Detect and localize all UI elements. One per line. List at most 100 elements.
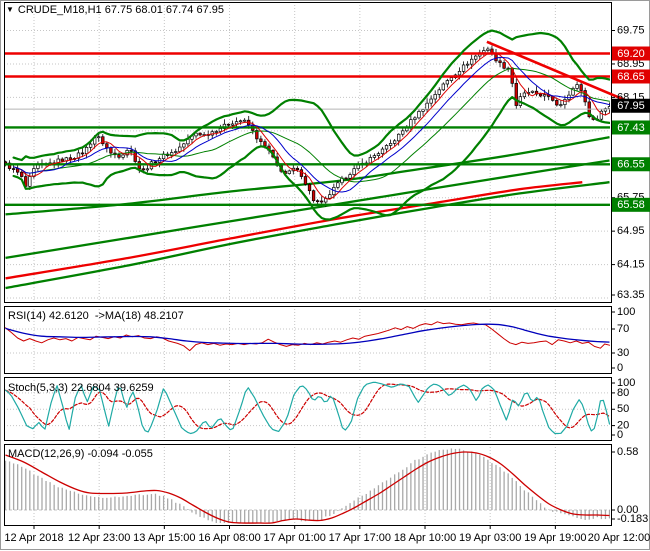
candle-up bbox=[84, 146, 89, 154]
time-tick-label: 20 Apr 12:00 bbox=[588, 532, 650, 544]
candle-up bbox=[571, 88, 575, 96]
price-badge-69.20 bbox=[612, 46, 650, 61]
rsi-header: RSI(14) 42.6120 ->MA(18) 48.2107 bbox=[8, 310, 184, 322]
time-tick-label: 12 Apr 23:00 bbox=[68, 532, 130, 544]
price-badge-67.43 bbox=[612, 120, 650, 135]
candle-down bbox=[534, 90, 539, 95]
trendlines bbox=[486, 40, 635, 105]
candle-up bbox=[441, 83, 445, 91]
rsi-scale-label: 30 bbox=[617, 347, 629, 359]
candle-up bbox=[465, 63, 470, 66]
price-badge-label: 67.95 bbox=[617, 100, 645, 112]
macd-panel bbox=[4, 444, 612, 526]
candle-up bbox=[413, 117, 417, 120]
candle-up bbox=[368, 157, 372, 164]
time-tick-label: 19 Apr 19:00 bbox=[524, 532, 586, 544]
price-tick-label: 63.35 bbox=[617, 289, 645, 301]
candle-down bbox=[303, 176, 308, 185]
candle-up bbox=[457, 70, 462, 76]
candle-down bbox=[295, 167, 300, 171]
candle-up bbox=[28, 176, 32, 187]
candle-up bbox=[380, 148, 385, 155]
candle-up bbox=[417, 111, 421, 119]
rsi-plot bbox=[5, 321, 610, 354]
time-tick-label: 17 Apr 17:00 bbox=[329, 532, 391, 544]
stoch-scale-label: 100 bbox=[617, 377, 635, 389]
price-badge-67.95 bbox=[612, 98, 650, 113]
stoch-plot bbox=[5, 381, 610, 435]
candle-up bbox=[401, 130, 405, 135]
chart-dropdown-icon[interactable]: ▼ bbox=[6, 5, 14, 14]
candle-down bbox=[129, 150, 133, 152]
candle-down bbox=[11, 168, 16, 170]
candle-down bbox=[226, 123, 231, 126]
candle-up bbox=[243, 119, 247, 122]
candle-up bbox=[234, 121, 239, 125]
candle-up bbox=[230, 123, 235, 126]
candle-up bbox=[194, 132, 198, 137]
price-tick-label: 64.15 bbox=[617, 258, 645, 270]
candle-down bbox=[538, 93, 543, 97]
candle-down bbox=[117, 154, 121, 158]
candle-up bbox=[238, 120, 243, 123]
price-badge-label: 66.55 bbox=[617, 159, 645, 171]
main-chart bbox=[5, 29, 610, 290]
candle-down bbox=[105, 143, 109, 149]
candle-up bbox=[352, 168, 356, 175]
trendline-descending[interactable] bbox=[486, 40, 635, 105]
candle-up bbox=[397, 133, 401, 142]
candle-up bbox=[384, 145, 389, 150]
rsi-scale-label: 100 bbox=[617, 306, 635, 318]
candle-up bbox=[393, 140, 397, 144]
time-tick-label: 18 Apr 10:00 bbox=[394, 532, 456, 544]
price-tick-label: 64.95 bbox=[617, 225, 645, 237]
candle-down bbox=[307, 184, 312, 192]
candle-up bbox=[121, 154, 125, 158]
candle-down bbox=[579, 84, 583, 91]
candle-up bbox=[372, 155, 377, 158]
candle-up bbox=[388, 143, 393, 146]
candle-down bbox=[7, 162, 12, 169]
time-tick-label: 19 Apr 03:00 bbox=[459, 532, 521, 544]
candle-down bbox=[16, 168, 20, 173]
candle-down bbox=[60, 158, 64, 162]
candle-up bbox=[486, 48, 490, 51]
candle-down bbox=[311, 190, 316, 202]
candle-up bbox=[522, 92, 527, 98]
chart-title-text: CRUDE_M18,H1 67.75 68.01 67.74 67.95 bbox=[17, 4, 224, 16]
time-tick-label: 17 Apr 01:00 bbox=[263, 532, 325, 544]
candle-up bbox=[356, 164, 360, 170]
price-badge-68.65 bbox=[612, 69, 650, 84]
candles-layer bbox=[5, 45, 610, 207]
candle-up bbox=[559, 104, 563, 106]
candle-down bbox=[299, 169, 304, 177]
price-axis: 69.7568.9568.1567.3566.5565.7564.9564.15… bbox=[611, 24, 650, 301]
rsi-scale-label: 70 bbox=[617, 323, 629, 335]
candle-up bbox=[287, 170, 291, 174]
candle-up bbox=[97, 136, 101, 139]
candle-up bbox=[336, 182, 340, 188]
candle-up bbox=[421, 109, 425, 112]
bollinger-bands bbox=[12, 29, 610, 221]
price-badge-label: 67.43 bbox=[617, 122, 645, 134]
time-axis: 12 Apr 2018 12 Apr 23:00 13 Apr 15:00 16 Ap… bbox=[4, 525, 650, 544]
macd-scale-label: 0.58 bbox=[617, 446, 638, 458]
candle-down bbox=[109, 147, 113, 154]
rsi-panel bbox=[4, 306, 612, 374]
candle-up bbox=[425, 102, 429, 110]
candle-down bbox=[20, 171, 24, 177]
candle-down bbox=[101, 136, 105, 145]
candle-down bbox=[263, 141, 267, 147]
candle-down bbox=[198, 132, 202, 136]
level-lines bbox=[5, 52, 610, 207]
candle-up bbox=[433, 94, 437, 100]
candle-up bbox=[449, 77, 454, 81]
price-badge-66.55 bbox=[612, 157, 650, 172]
candle-up bbox=[214, 131, 218, 133]
stoch-scale-label: 80 bbox=[617, 387, 629, 399]
time-tick-label: 12 Apr 2018 bbox=[4, 532, 63, 544]
candle-down bbox=[5, 161, 8, 164]
stoch-header: Stoch(5,3,3) 22.6804 39.6259 bbox=[8, 382, 154, 394]
